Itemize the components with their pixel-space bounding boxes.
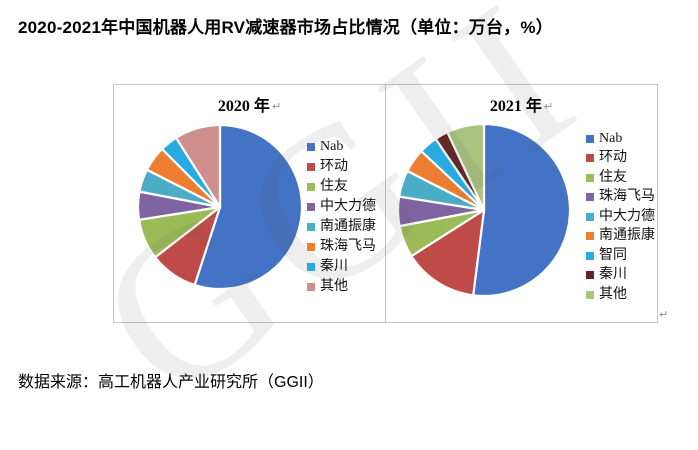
legend-swatch-icon [307, 243, 315, 251]
legend-swatch-icon [307, 163, 315, 171]
return-mark-icon: ↵ [271, 100, 282, 113]
legend-label: 中大力德 [320, 199, 376, 214]
legend-swatch-icon [307, 223, 315, 231]
legend-item: Nab [586, 129, 655, 149]
legend-swatch-icon [307, 283, 315, 291]
legend-item: 其他 [307, 277, 376, 297]
pie-slice [174, 123, 222, 209]
legend-swatch-icon [307, 263, 315, 271]
legend-label: 环动 [599, 150, 627, 166]
legend-label: 中大力德 [599, 208, 655, 224]
return-mark-icon: ↵ [659, 309, 669, 321]
chart-title-2021: 2021 年 ↵ [386, 92, 657, 116]
legend-label: 南通振康 [599, 228, 655, 244]
chart-panel-2020: 2020 年 ↵ Nab 环动住友中大力德南通振康珠海飞马秦川其他 [114, 85, 385, 322]
legend-item: 珠海飞马 [586, 188, 655, 208]
legend-item: 中大力德 [586, 207, 655, 227]
legend-item: 秦川 [307, 257, 376, 277]
legend-label: Nab [599, 130, 623, 146]
legend-item: 南通振康 [586, 227, 655, 247]
chart-table: 2020 年 ↵ Nab 环动 住友 中大力德 南通振康 珠海飞马 秦川 其他 2021 年 ↵ … [113, 84, 658, 323]
pie-slice [193, 123, 304, 291]
legend-swatch-icon [586, 271, 594, 280]
pie-slice [446, 122, 486, 212]
legend-item: 秦川 [586, 266, 655, 286]
legend-swatch-icon [307, 203, 315, 211]
legend-item: 珠海飞马 [307, 237, 376, 257]
legend-label: 其他 [599, 286, 627, 302]
legend-label: 南通振康 [320, 219, 376, 234]
pie-chart-2020 [136, 123, 304, 291]
chart-title-2021-text: 2021 年 [489, 98, 542, 115]
chart-title-2020-text: 2020 年 [217, 98, 270, 115]
legend-swatch-icon [586, 173, 594, 182]
legend-label: 其他 [320, 279, 348, 294]
legend-label: 秦川 [599, 267, 627, 283]
legend-label: 环动 [320, 159, 348, 174]
legend-item: Nab [307, 137, 376, 157]
legend-label: 秦川 [320, 259, 348, 274]
source-note: 数据来源：高工机器人产业研究所（GGII） [18, 374, 324, 391]
legend-swatch-icon [586, 251, 594, 260]
legend-2021: Nab 环动住友珠海飞马中大力德南通振康智同秦川其他 [586, 129, 655, 305]
legend-label: 智同 [599, 247, 627, 263]
legend-item: 南通振康 [307, 217, 376, 237]
chart-panel-2021: 2021 年 ↵ Nab 环动住友珠海飞马中大力德南通振康智同秦川其他 [385, 85, 657, 322]
legend-swatch-icon [586, 212, 594, 221]
legend-swatch-icon [307, 143, 315, 151]
legend-swatch-icon [586, 154, 594, 163]
legend-item: 其他 [586, 285, 655, 305]
legend-item: 住友 [307, 177, 376, 197]
legend-label: 珠海飞马 [599, 189, 655, 205]
legend-swatch-icon [586, 232, 594, 241]
legend-item: 环动 [586, 149, 655, 169]
legend-item: 中大力德 [307, 197, 376, 217]
pie-chart-2021 [396, 122, 572, 298]
legend-label: 住友 [320, 179, 348, 194]
chart-title-2020: 2020 年 ↵ [114, 92, 385, 116]
legend-item: 智同 [586, 246, 655, 266]
pie-slice [410, 208, 486, 297]
legend-swatch-icon [307, 183, 315, 191]
legend-item: 住友 [586, 168, 655, 188]
page-title: 2020-2021年中国机器人用RV减速器市场占比情况（单位：万台，%） [18, 18, 553, 37]
legend-swatch-icon [586, 134, 594, 143]
return-mark-icon: ↵ [543, 100, 554, 113]
legend-swatch-icon [586, 193, 594, 202]
legend-2020: Nab 环动住友中大力德南通振康珠海飞马秦川其他 [307, 137, 376, 297]
legend-label: 住友 [599, 169, 627, 185]
legend-swatch-icon [586, 290, 594, 299]
legend-item: 环动 [307, 157, 376, 177]
legend-label: 珠海飞马 [320, 239, 376, 254]
pie-slice [472, 122, 572, 298]
legend-label: Nab [320, 139, 344, 154]
